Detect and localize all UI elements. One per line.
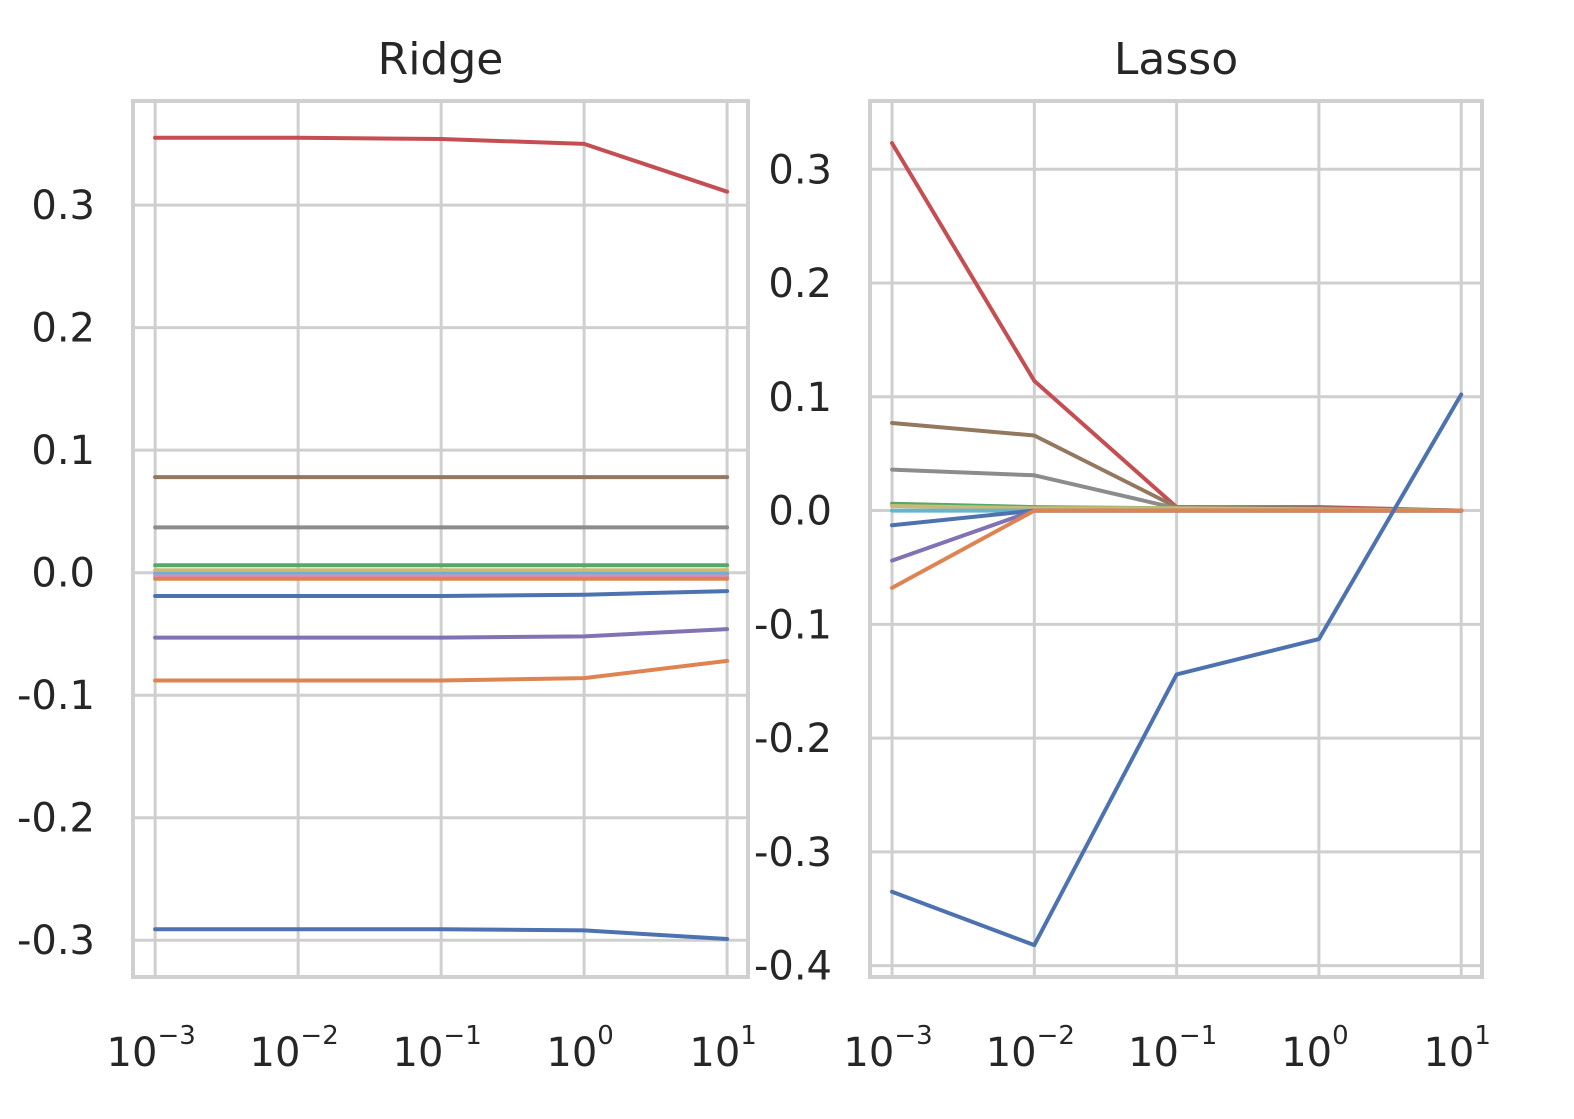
ridge-series-line-10 (153, 627, 730, 640)
lasso-y-tick-label: 0.2 (768, 261, 832, 307)
ridge-x-tick-label: 100 (546, 1021, 613, 1076)
lasso-y-tick-label: -0.3 (754, 830, 832, 876)
ridge-x-tick-label: 10−1 (393, 1021, 482, 1076)
ridge-series-line-12 (153, 927, 730, 941)
ridge-x-tick-label: 10−2 (250, 1021, 339, 1076)
ridge-y-tick-label: 0.3 (31, 183, 95, 229)
ridge-y-tick-label: -0.2 (17, 796, 95, 842)
ridge-y-tick-label: 0.1 (31, 428, 95, 474)
lasso-y-tick-label: -0.4 (754, 944, 832, 990)
lasso-title: Lasso (1114, 34, 1238, 85)
lasso-x-tick-label: 10−2 (986, 1021, 1075, 1076)
ridge-x-tick-label: 10−3 (107, 1021, 196, 1076)
ridge-series-line-11 (153, 658, 730, 683)
lasso-x-tick-label: 100 (1281, 1021, 1348, 1076)
ridge-y-tick-label: 0.2 (31, 306, 95, 352)
lasso-x-tick-label: 10−3 (843, 1021, 932, 1076)
ridge-y-tick-label: -0.3 (17, 918, 95, 964)
ridge-plot-frame (131, 99, 750, 979)
ridge-y-tick-label: 0.0 (31, 551, 95, 597)
lasso-series-line-10 (890, 392, 1464, 948)
lasso-panel: 0.3 0.2 0.1 0.0 -0.1 -0.2 -0.3 -0.410−3 10−2 10−1… (754, 34, 1491, 1076)
lasso-series-line-9 (890, 508, 1464, 590)
ridge-panel: 0.3 0.2 0.1 0.0 -0.1 -0.2 -0.3 10−3 10−2 10−1 100 1… (17, 34, 757, 1076)
lasso-x-tick-label: 101 (1423, 1021, 1490, 1076)
lasso-y-tick-label: -0.2 (754, 716, 832, 762)
lasso-y-tick-label: 0.0 (768, 489, 832, 535)
ridge-series-line-1 (153, 135, 730, 194)
ridge-y-tick-label: -0.1 (17, 673, 95, 719)
lasso-y-tick-label: -0.1 (754, 602, 832, 648)
lasso-y-tick-label: 0.3 (768, 147, 832, 193)
lasso-x-tick-label: 10−1 (1128, 1021, 1217, 1076)
ridge-x-tick-label: 101 (689, 1021, 756, 1076)
ridge-title: Ridge (378, 34, 504, 85)
lasso-plot-frame (868, 99, 1484, 979)
lasso-y-tick-label: 0.1 (768, 375, 832, 421)
ridge-series-line-9 (153, 589, 730, 598)
